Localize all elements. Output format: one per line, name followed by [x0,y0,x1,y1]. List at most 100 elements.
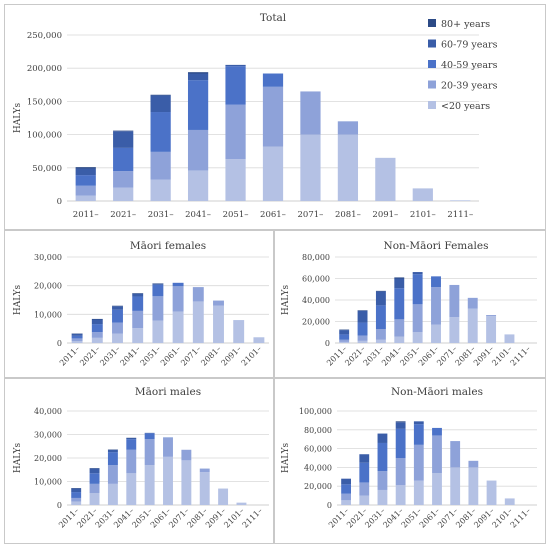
chart-panel-non-maori-males: Non-Māori males HALYs 0 20,000 40,000 60,000 8… [274,378,546,544]
y-tick-label: 80,000 [304,426,332,435]
y-tick-label: 20,000 [34,282,62,291]
bar-segment [377,433,388,443]
bar-segment [75,195,96,201]
bar-segment [126,449,137,474]
bar-segment [467,297,478,309]
x-tick-label: 2111– [509,506,533,530]
bar-segment [187,170,209,201]
bar-segment [357,322,368,336]
bar-segment [150,94,171,96]
chart-svg-total: Total HALYs 0 50,000 100,000 150,000 200,000 25… [13,12,498,220]
bar-segment [181,449,192,461]
chart-panel-maori-females: Māori females HALYs 0 10,000 20,000 30,000 201… [4,230,274,378]
chart-title: Total [260,12,287,24]
bar-segment [163,456,173,505]
bar-segment [112,305,123,307]
bar-segment [181,460,192,505]
x-tick-label: 2051– [223,210,249,220]
bar-segment [236,502,247,505]
bar-segment [300,91,321,135]
bar-segment [395,428,406,458]
y-axis-label: HALYs [281,442,291,473]
chart-svg-non-maori-females: Non-Māori Females HALYs 0 20,000 40,000 60,00… [281,240,537,368]
bar-segment [339,334,350,340]
bar-segment [187,129,209,171]
bar-segment [163,438,173,457]
y-tick-label: 20,000 [304,482,332,491]
bar-segment [75,168,96,176]
bar-segment [395,458,406,486]
bar-segment [218,488,229,505]
x-tick-label: 2101– [410,210,436,220]
bar-segment [89,468,100,474]
bar-segment [468,467,479,505]
bar-segment [152,296,164,321]
bar-segment [339,339,350,342]
bar-segment [413,480,424,505]
y-tick-label: 0 [57,197,62,207]
bar-segment [75,175,96,186]
bar-segment [377,442,388,472]
y-tick-label: 0 [57,339,62,348]
bar-segment [300,134,321,201]
bar-segment [107,449,118,453]
bar-segment [132,310,144,329]
bar-segment [150,179,171,201]
bar-segment [395,485,406,505]
bar-segment [359,495,370,505]
bar-segment [132,293,144,297]
chart-svg-maori-females: Māori femalesHALYs010,00020,00030,000201… [13,240,269,368]
bar-segment [262,86,284,147]
y-tick-label: 50,000 [32,164,62,174]
legend-label: 60-79 years [441,40,498,51]
bar-segment [337,134,359,201]
chart-panel-total: Total HALYs 0 50,000 100,000 150,000 200,000 25… [4,4,546,230]
legend-swatch [428,39,436,48]
bar-segment [377,471,388,490]
y-tick-label: 60,000 [302,275,330,284]
bar-segment [71,335,83,339]
x-tick-label: 2111– [509,344,533,368]
bar-segment [91,324,103,333]
x-tick-label: 2061– [159,344,183,368]
bar-segment [432,473,442,505]
bar-segment [357,310,368,311]
bar-segment [341,484,351,494]
x-tick-label: 2071– [298,210,324,220]
bar-segment [412,188,433,201]
x-tick-label: 2021– [78,344,102,368]
bar-segment [91,319,103,325]
bar-segment [113,171,134,188]
bar-segment [192,301,204,343]
bar-segment [262,73,284,87]
y-axis-label: HALYs [13,442,23,473]
x-tick-label: 2031– [148,210,174,220]
bar-segment [359,482,370,496]
bar-segment [432,435,442,474]
bar-segment [486,480,497,505]
bar-segment [199,472,210,505]
bar-segment [71,501,82,505]
bar-segment [89,493,100,505]
chart-title: Māori females [130,240,206,252]
y-tick-label: 40,000 [34,407,62,416]
y-tick-label: 60,000 [304,445,332,454]
x-tick-label: 2051– [139,344,163,368]
bar-segment [71,333,83,336]
bar-segment [199,468,210,473]
bar-segment [225,159,246,201]
y-tick-label: 0 [327,501,332,510]
bar-segment [152,284,164,297]
y-tick-label: 30,000 [34,253,62,262]
legend-swatch [428,60,436,68]
x-tick-label: 2071– [179,344,203,368]
bar-segment [150,112,171,152]
bar-segment [71,488,82,493]
bar-segment [394,336,405,343]
y-tick-label: 0 [325,339,330,348]
chart-title: Māori males [135,386,201,398]
bar-segment [486,315,497,317]
x-tick-label: 2011– [73,210,99,220]
bar-segment [150,151,171,180]
chart-svg-maori-males: Māori males HALYs 0 10,000 20,000 30,000 40,00… [13,386,269,530]
